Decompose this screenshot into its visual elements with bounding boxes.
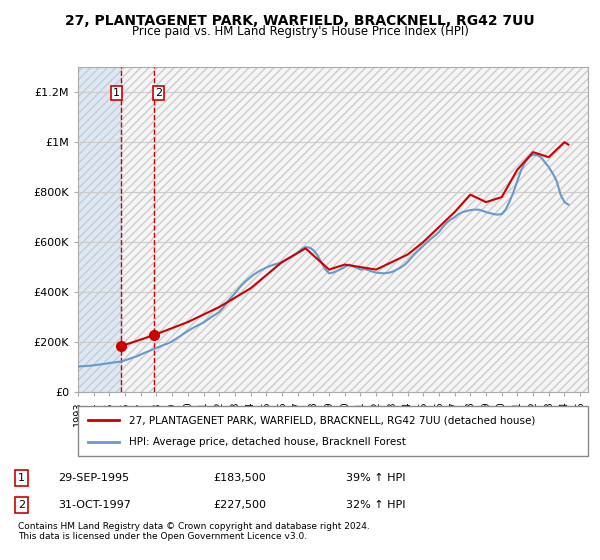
Text: 2: 2 [18,500,25,510]
Text: 27, PLANTAGENET PARK, WARFIELD, BRACKNELL, RG42 7UU (detached house): 27, PLANTAGENET PARK, WARFIELD, BRACKNEL… [129,415,535,425]
Text: 1: 1 [18,473,25,483]
Bar [78,67,121,392]
Text: 31-OCT-1997: 31-OCT-1997 [58,500,131,510]
FancyBboxPatch shape [78,406,588,456]
Text: £183,500: £183,500 [214,473,266,483]
Text: 32% ↑ HPI: 32% ↑ HPI [346,500,406,510]
Text: 2: 2 [155,88,162,98]
Text: 29-SEP-1995: 29-SEP-1995 [58,473,129,483]
Text: 1: 1 [113,88,120,98]
Text: Price paid vs. HM Land Registry's House Price Index (HPI): Price paid vs. HM Land Registry's House … [131,25,469,38]
Text: 39% ↑ HPI: 39% ↑ HPI [346,473,406,483]
Text: 27, PLANTAGENET PARK, WARFIELD, BRACKNELL, RG42 7UU: 27, PLANTAGENET PARK, WARFIELD, BRACKNEL… [65,14,535,28]
Text: £227,500: £227,500 [214,500,266,510]
Text: Contains HM Land Registry data © Crown copyright and database right 2024.
This d: Contains HM Land Registry data © Crown c… [18,522,370,542]
Text: HPI: Average price, detached house, Bracknell Forest: HPI: Average price, detached house, Brac… [129,437,406,447]
